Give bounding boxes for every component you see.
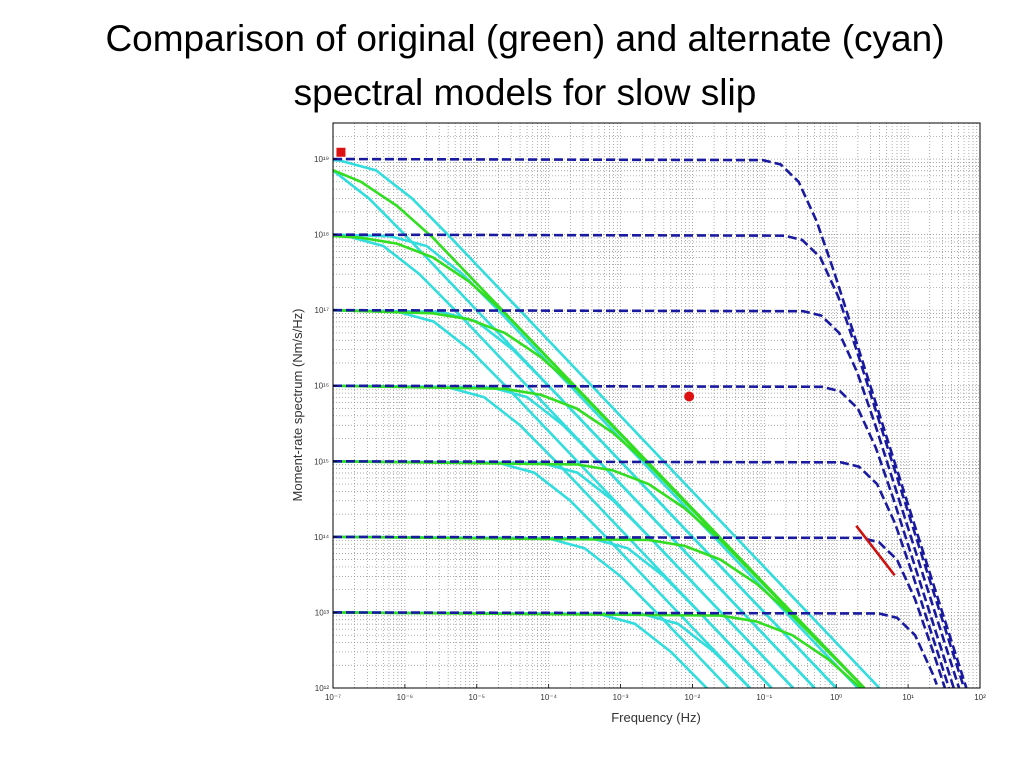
line: [855, 525, 896, 577]
x-tick-label: 10⁻³: [613, 693, 629, 702]
line: [333, 535, 866, 688]
slide-title: Comparison of original (green) and alter…: [105, 18, 945, 113]
series-layer: [333, 147, 968, 688]
line: [333, 611, 863, 688]
y-tick-label: 10¹⁹: [314, 155, 329, 164]
dashed-line: [333, 460, 951, 688]
dashed-line: [333, 308, 961, 688]
dashed-line: [333, 535, 947, 688]
line: [333, 234, 866, 688]
dashed-line: [333, 611, 938, 686]
x-tick-label: 10⁻¹: [756, 693, 772, 702]
x-tick-label: 10⁻⁵: [469, 693, 485, 702]
y-tick-label: 10¹³: [315, 608, 330, 617]
y-tick-label: 10¹⁴: [314, 533, 330, 542]
line: [333, 308, 866, 688]
marker: [684, 391, 695, 402]
x-tick-label: 10¹: [902, 693, 914, 702]
line: [333, 460, 866, 688]
line: [333, 384, 866, 688]
y-tick-label: 10¹⁸: [314, 231, 329, 240]
y-tick-label: 10¹²: [315, 684, 330, 693]
dashed-line: [333, 384, 955, 688]
y-tick-label: 10¹⁶: [314, 382, 329, 391]
y-tick-label: 10¹⁵: [314, 457, 329, 466]
plot-area: [333, 123, 980, 688]
line: [333, 308, 838, 688]
x-tick-label: 10²: [974, 693, 986, 702]
x-tick-label: 10⁻⁶: [397, 693, 413, 702]
plot-frame: [332, 122, 981, 689]
y-axis-label: Moment-rate spectrum (Nm/s/Hz): [290, 309, 305, 502]
dashed-line: [333, 157, 968, 688]
x-tick-label: 10⁻⁷: [325, 693, 341, 702]
x-tick-label: 10⁻⁴: [540, 693, 557, 702]
marker: [336, 147, 346, 157]
x-tick-label: 10⁻²: [685, 693, 701, 702]
x-axis-label: Frequency (Hz): [611, 710, 701, 725]
y-tick-label: 10¹⁷: [315, 306, 330, 315]
dashed-line: [333, 233, 966, 688]
x-tick-label: 10⁰: [830, 693, 842, 702]
